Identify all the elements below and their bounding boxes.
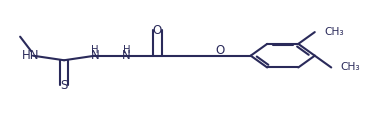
Text: O: O: [215, 44, 224, 57]
Text: N: N: [91, 49, 100, 62]
Text: S: S: [60, 79, 68, 92]
Text: O: O: [153, 24, 162, 37]
Text: H: H: [123, 45, 130, 55]
Text: HN: HN: [22, 49, 40, 62]
Text: CH₃: CH₃: [324, 27, 344, 37]
Text: CH₃: CH₃: [340, 62, 360, 72]
Text: N: N: [122, 49, 131, 62]
Text: H: H: [92, 45, 99, 55]
